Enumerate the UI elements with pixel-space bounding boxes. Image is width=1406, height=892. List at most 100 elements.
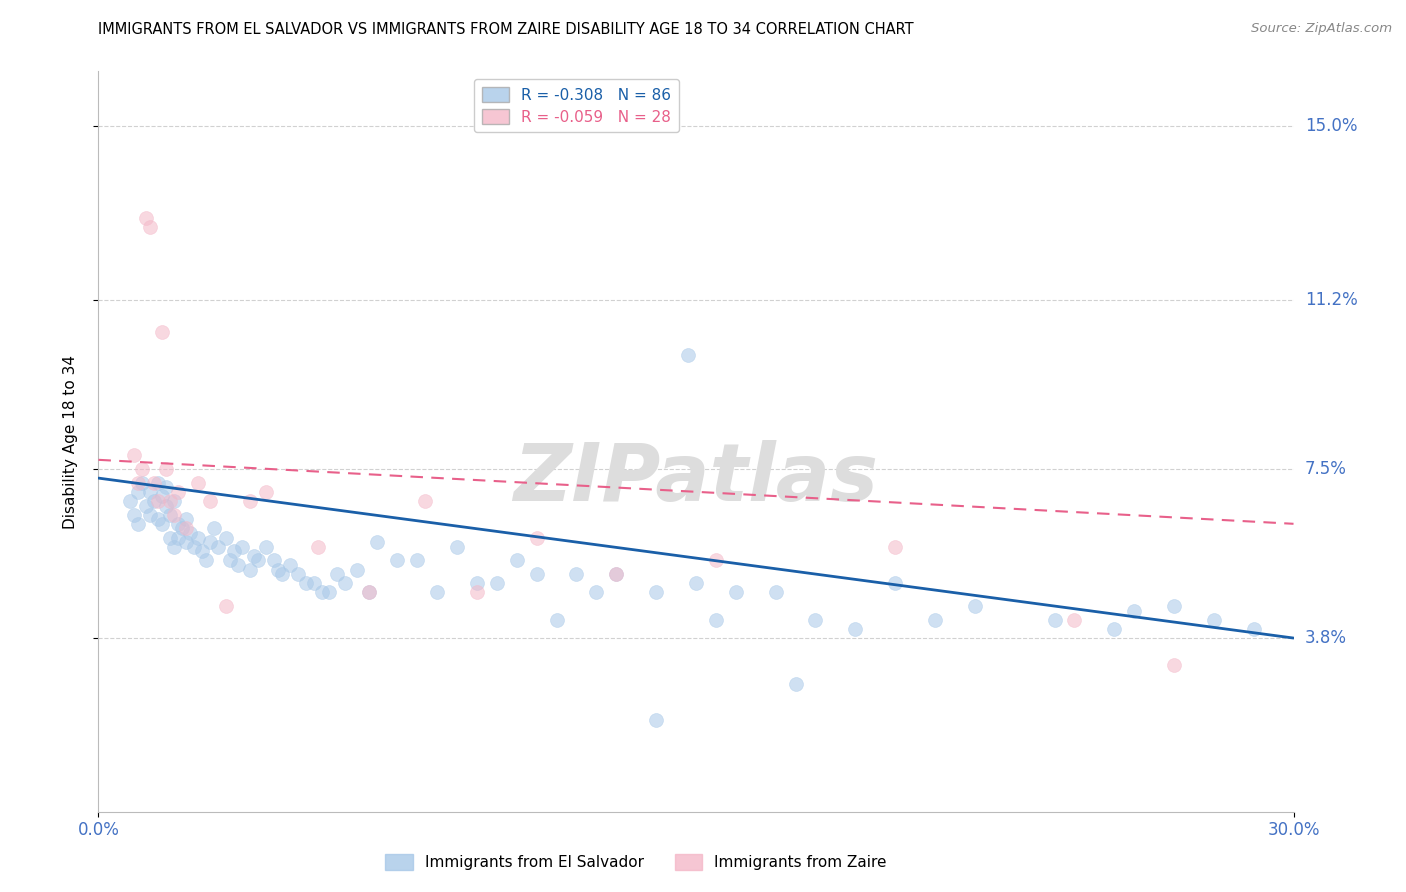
Point — [179, 525, 201, 540]
Point — [485, 576, 508, 591]
Point — [127, 475, 149, 490]
Point — [159, 494, 181, 508]
Point — [246, 553, 269, 567]
Point — [183, 540, 205, 554]
Point — [318, 585, 340, 599]
Point — [254, 540, 277, 554]
Point — [307, 540, 329, 554]
Point — [127, 484, 149, 499]
Point — [131, 462, 153, 476]
Point — [148, 512, 170, 526]
Point — [1123, 604, 1146, 618]
Point — [174, 512, 197, 526]
Point — [1243, 622, 1265, 636]
Point — [804, 613, 827, 627]
Point — [219, 553, 242, 567]
Point — [446, 540, 468, 554]
Point — [765, 585, 787, 599]
Text: ZIPatlas: ZIPatlas — [513, 440, 879, 517]
Point — [704, 553, 727, 567]
Point — [645, 585, 668, 599]
Text: 11.2%: 11.2% — [1305, 291, 1357, 309]
Point — [198, 535, 221, 549]
Point — [155, 480, 177, 494]
Point — [120, 494, 142, 508]
Text: 3.8%: 3.8% — [1305, 629, 1347, 647]
Point — [526, 567, 548, 582]
Point — [226, 558, 249, 572]
Point — [506, 553, 529, 567]
Point — [155, 462, 177, 476]
Point — [884, 540, 907, 554]
Point — [143, 494, 166, 508]
Text: Source: ZipAtlas.com: Source: ZipAtlas.com — [1251, 22, 1392, 36]
Point — [704, 613, 727, 627]
Point — [163, 494, 186, 508]
Point — [163, 508, 186, 522]
Point — [311, 585, 333, 599]
Point — [124, 448, 146, 462]
Point — [131, 475, 153, 490]
Point — [159, 531, 181, 545]
Point — [465, 576, 488, 591]
Point — [254, 484, 277, 499]
Point — [565, 567, 588, 582]
Point — [155, 499, 177, 513]
Point — [215, 531, 238, 545]
Point — [207, 540, 229, 554]
Point — [150, 516, 173, 531]
Point — [406, 553, 429, 567]
Point — [167, 484, 190, 499]
Text: 7.5%: 7.5% — [1305, 460, 1347, 478]
Point — [546, 613, 568, 627]
Point — [884, 576, 907, 591]
Point — [1043, 613, 1066, 627]
Point — [585, 585, 607, 599]
Point — [1063, 613, 1085, 627]
Text: 15.0%: 15.0% — [1305, 117, 1357, 136]
Point — [187, 475, 209, 490]
Point — [676, 348, 699, 362]
Point — [326, 567, 349, 582]
Point — [1163, 658, 1185, 673]
Point — [135, 211, 157, 225]
Point — [167, 516, 190, 531]
Point — [263, 553, 285, 567]
Point — [231, 540, 253, 554]
Point — [135, 499, 157, 513]
Point — [270, 567, 292, 582]
Point — [148, 475, 170, 490]
Point — [685, 576, 707, 591]
Point — [335, 576, 357, 591]
Point — [150, 325, 173, 339]
Text: IMMIGRANTS FROM EL SALVADOR VS IMMIGRANTS FROM ZAIRE DISABILITY AGE 18 TO 34 COR: IMMIGRANTS FROM EL SALVADOR VS IMMIGRANT… — [98, 22, 914, 37]
Point — [163, 540, 186, 554]
Point — [1163, 599, 1185, 613]
Point — [187, 531, 209, 545]
Legend: Immigrants from El Salvador, Immigrants from Zaire: Immigrants from El Salvador, Immigrants … — [378, 847, 894, 878]
Point — [127, 516, 149, 531]
Point — [346, 562, 368, 576]
Point — [243, 549, 266, 563]
Point — [191, 544, 214, 558]
Point — [605, 567, 627, 582]
Point — [202, 521, 225, 535]
Point — [366, 535, 388, 549]
Point — [924, 613, 946, 627]
Point — [167, 531, 190, 545]
Point — [198, 494, 221, 508]
Point — [143, 475, 166, 490]
Point — [359, 585, 381, 599]
Point — [215, 599, 238, 613]
Point — [159, 508, 181, 522]
Point — [426, 585, 449, 599]
Y-axis label: Disability Age 18 to 34: Disability Age 18 to 34 — [63, 354, 77, 529]
Point — [139, 219, 162, 234]
Point — [172, 521, 194, 535]
Point — [785, 677, 807, 691]
Point — [139, 508, 162, 522]
Point — [302, 576, 325, 591]
Point — [359, 585, 381, 599]
Point — [1202, 613, 1225, 627]
Point — [267, 562, 290, 576]
